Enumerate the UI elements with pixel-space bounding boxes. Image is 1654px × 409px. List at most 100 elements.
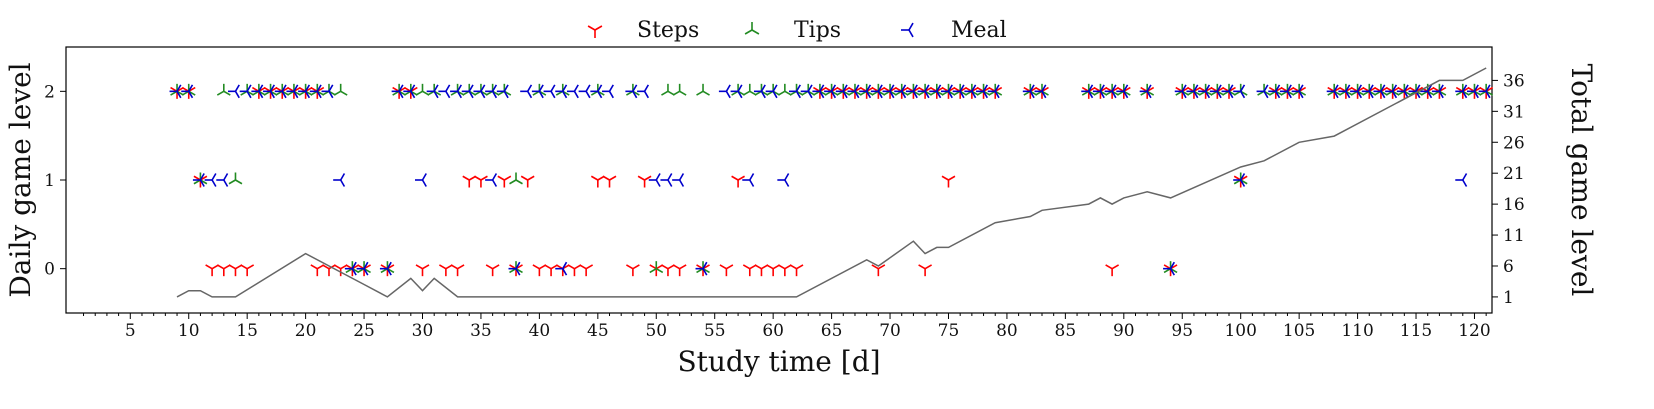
marker-arm [1462, 90, 1468, 99]
meal-marker [531, 84, 544, 99]
meal-marker [1034, 84, 1047, 99]
meal-marker [730, 84, 743, 99]
total-level-line [176, 67, 1487, 298]
marker-arm [871, 264, 879, 270]
x-tick-label: 105 [1283, 321, 1315, 341]
marker-arm [1228, 90, 1234, 99]
marker-arm [1240, 84, 1246, 92]
marker-arm [316, 90, 322, 99]
steps-marker [637, 175, 652, 188]
legend-marker-steps [587, 25, 603, 38]
steps-marker [544, 264, 558, 277]
marker-arm [819, 84, 825, 92]
marker-arm [796, 264, 804, 270]
steps-marker [228, 264, 243, 277]
marker-arm [211, 173, 217, 181]
tips-marker [590, 83, 605, 96]
marker-arm [655, 267, 664, 274]
marker-arm [1275, 84, 1281, 92]
marker-arm [609, 175, 617, 181]
marker-arm [515, 179, 523, 185]
marker-arm [1462, 173, 1468, 181]
marker-arm [386, 268, 392, 276]
marker-arm [1216, 84, 1222, 92]
marker-arm [1368, 84, 1374, 92]
meal-marker [344, 261, 357, 276]
marker-arm [901, 90, 907, 99]
marker-arm [281, 84, 287, 92]
meal-marker [695, 261, 708, 276]
marker-arm [438, 264, 447, 270]
marker-arm [1438, 84, 1444, 92]
marker-arm [1286, 84, 1292, 92]
marker-arm [527, 175, 535, 181]
marker-arm [1193, 84, 1199, 92]
steps-marker [438, 264, 453, 277]
marker-arm [468, 90, 474, 99]
marker-arm [1193, 90, 1199, 99]
marker-arm [450, 264, 458, 270]
marker-arm [924, 264, 933, 270]
marker-arm [474, 175, 482, 181]
marker-arm [1286, 90, 1292, 99]
tips-marker [766, 83, 781, 96]
marker-arm [293, 90, 299, 99]
marker-arm [1438, 90, 1444, 99]
meal-marker [274, 84, 287, 99]
meal-marker [940, 84, 953, 99]
marker-arm [410, 84, 416, 92]
marker-arm [310, 264, 318, 270]
marker-arm [661, 264, 669, 270]
marker-arm [994, 84, 1000, 92]
marker-arm [751, 29, 760, 35]
meal-marker [566, 84, 579, 99]
marker-arm [1462, 179, 1468, 187]
steps-marker [415, 264, 430, 277]
x-tick-label: 30 [412, 321, 434, 341]
steps-marker [941, 175, 956, 188]
marker-arm [941, 175, 949, 181]
marker-arm [830, 84, 837, 92]
marker-arm [594, 25, 603, 31]
marker-arm [1123, 84, 1129, 92]
meal-marker [251, 84, 264, 99]
marker-arm [772, 90, 778, 99]
steps-marker [871, 264, 886, 277]
meal-marker [660, 173, 673, 187]
meal-marker [461, 84, 474, 99]
y-right-tick-label: 16 [1503, 195, 1525, 215]
marker-arm [363, 261, 369, 270]
meal-marker [192, 173, 205, 187]
marker-arm [532, 264, 540, 270]
tips-marker [333, 83, 348, 96]
meal-marker [1455, 173, 1468, 187]
steps-marker [532, 264, 547, 277]
meal-marker [987, 84, 1000, 99]
meal-marker [520, 84, 533, 99]
marker-arm [234, 90, 240, 99]
marker-arm [509, 179, 517, 185]
marker-arm [433, 84, 439, 92]
meal-marker [1385, 84, 1398, 99]
x-tick-label: 15 [236, 321, 258, 341]
marker-arm [947, 90, 953, 99]
steps-marker [918, 264, 933, 277]
meal-marker [379, 261, 392, 276]
tips-marker [322, 83, 336, 96]
x-tick-label: 5 [125, 321, 136, 341]
tips-marker [555, 83, 570, 96]
marker-arm [1228, 84, 1234, 92]
marker-arm [485, 264, 494, 270]
x-tick-label: 50 [645, 321, 667, 341]
marker-arm [562, 268, 568, 276]
marker-arm [1427, 90, 1433, 99]
marker-arm [1169, 268, 1176, 276]
marker-arm [1298, 90, 1304, 99]
tips-marker [427, 83, 442, 96]
steps-marker [672, 264, 687, 277]
meal-marker [333, 173, 346, 187]
tips-marker [1257, 83, 1271, 96]
marker-arm [246, 264, 255, 270]
tips-marker [672, 83, 687, 96]
marker-arm [854, 84, 860, 92]
